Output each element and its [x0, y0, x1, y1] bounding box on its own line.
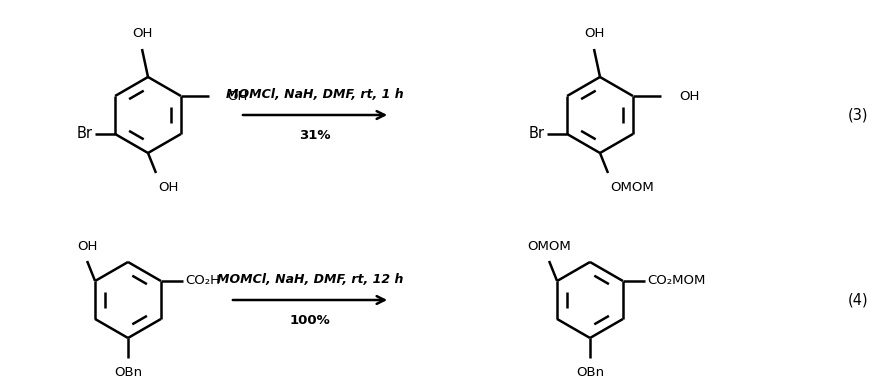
- Text: MOMCl, NaH, DMF, rt, 1 h: MOMCl, NaH, DMF, rt, 1 h: [227, 88, 404, 101]
- Text: OBn: OBn: [114, 366, 142, 379]
- Text: OMOM: OMOM: [527, 240, 571, 253]
- Text: 100%: 100%: [290, 314, 330, 327]
- Text: OH: OH: [77, 240, 97, 253]
- Text: OH: OH: [679, 89, 699, 102]
- Text: OH: OH: [158, 181, 178, 194]
- Text: Br: Br: [77, 127, 93, 142]
- Text: (3): (3): [847, 107, 868, 123]
- Text: 31%: 31%: [299, 129, 331, 142]
- Text: (4): (4): [847, 292, 868, 307]
- Text: CO₂MOM: CO₂MOM: [647, 274, 706, 287]
- Text: OBn: OBn: [576, 366, 604, 379]
- Text: OH: OH: [583, 27, 604, 40]
- Text: OMOM: OMOM: [610, 181, 654, 194]
- Text: OH: OH: [227, 89, 247, 102]
- Text: Br: Br: [529, 127, 545, 142]
- Text: CO₂H: CO₂H: [185, 274, 220, 287]
- Text: OH: OH: [132, 27, 153, 40]
- Text: MOMCl, NaH, DMF, rt, 12 h: MOMCl, NaH, DMF, rt, 12 h: [217, 273, 403, 286]
